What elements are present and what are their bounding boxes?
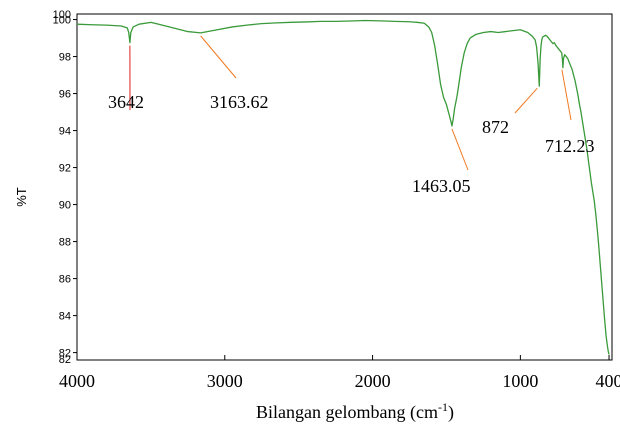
annotation-leader: [514, 87, 538, 114]
annotation-label: 1463.05: [412, 176, 471, 196]
x-tick-label: 1000: [502, 371, 538, 391]
x-axis-label-close: ): [448, 402, 454, 423]
x-axis-label-sup: -1: [438, 400, 448, 414]
y-tick-label: 94: [59, 126, 71, 138]
y-tick-label: 92: [59, 163, 71, 175]
annotation-label: 3642: [108, 92, 144, 112]
annotation-leader: [200, 35, 237, 79]
y-tick-label: 96: [59, 89, 71, 101]
annotation-leader: [451, 128, 469, 171]
x-axis-label: Bilangan gelombang (cm-1): [256, 400, 454, 423]
x-tick-label: 2000: [355, 371, 391, 391]
y-tick-label: 84: [59, 311, 71, 323]
plot-frame: [76, 13, 613, 361]
x-axis-label-main: Bilangan gelombang (cm: [256, 402, 438, 423]
y-tick-label: 82: [59, 354, 71, 366]
series-layer: [76, 19, 610, 355]
y-tick-label: 100: [53, 15, 71, 27]
spectrum-line: [76, 19, 610, 355]
annotation-label: 712.23: [545, 136, 595, 156]
x-tick-label: 4000: [59, 371, 95, 391]
axes-layer: [76, 13, 613, 361]
y-tick-label: 98: [59, 52, 71, 64]
y-tick-label: 88: [59, 237, 71, 249]
x-tick-label: 400: [596, 371, 620, 391]
y-tick-label: 90: [59, 200, 71, 212]
annotation-leader: [561, 69, 572, 121]
y-tick-label: 86: [59, 274, 71, 286]
annotation-layer: 3642 3163.62 1463.05 872 712.23: [108, 35, 595, 196]
y-tick-label: 82: [59, 348, 71, 360]
x-tick-label: 3000: [207, 371, 243, 391]
annotation-label: 3163.62: [210, 92, 269, 112]
annotation-label: 872: [482, 117, 509, 137]
y-axis-label: %T: [14, 187, 29, 207]
y-tick-label: 100: [53, 9, 71, 21]
